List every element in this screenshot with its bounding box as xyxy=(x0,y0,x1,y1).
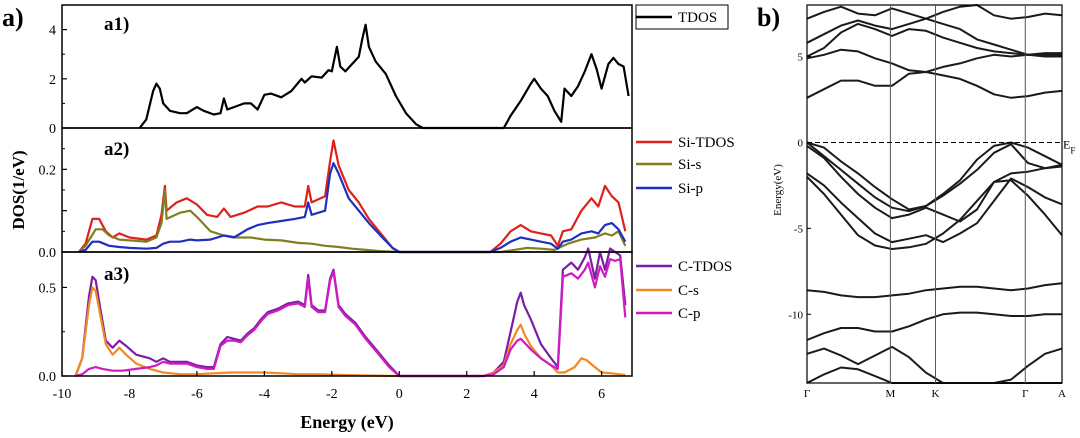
band-y-tick-label: -10 xyxy=(788,309,803,321)
x-tick-label: 4 xyxy=(531,387,538,402)
x-tick-label: -4 xyxy=(259,387,271,402)
figure-label-a: a) xyxy=(2,3,24,32)
band-y-tick-label: 5 xyxy=(798,52,804,64)
y-tick-label: 0.0 xyxy=(39,370,57,385)
panel-a2: 0.0 0.2 a2) Si-TDOS Si-s Si-p DOS(1/eV) xyxy=(9,127,735,261)
x-tick-label: 2 xyxy=(463,387,470,402)
kpoint-label: K xyxy=(932,388,940,400)
legend-label-si-s: Si-s xyxy=(678,157,702,173)
kpoint-label: Γ xyxy=(1022,388,1028,400)
legend-label-si-tdos: Si-TDOS xyxy=(678,135,735,151)
series-line-si-p xyxy=(78,162,627,254)
x-tick-label: -8 xyxy=(124,387,136,402)
x-tick-label: 0 xyxy=(396,387,403,402)
panel-title: a2) xyxy=(104,139,129,160)
band-y-axis-title: Energy(eV) xyxy=(772,164,784,216)
x-tick-label: 6 xyxy=(598,387,605,402)
panel-a3: 0.0 0.5 a3) C-TDOS C-s C-p -10 -8 -6 -4 -2 0 2 4 6 Ener… xyxy=(39,247,732,433)
legend-label-si-p: Si-p xyxy=(678,181,703,197)
series-line-c-p xyxy=(75,258,627,378)
x-tick-label: -10 xyxy=(53,387,72,402)
series-line-tdos xyxy=(138,23,630,130)
kpoint-label: A xyxy=(1058,388,1066,400)
fermi-label-subscript: F xyxy=(1070,145,1075,155)
band-line xyxy=(806,311,1062,341)
band-y-tick-label: -5 xyxy=(794,223,804,235)
band-line xyxy=(806,145,1063,223)
panel-b-band-structure: Γ M K Γ A EF 5 0 -5 -10 Energy(eV) xyxy=(772,4,1075,400)
legend-label-c-p: C-p xyxy=(678,306,701,322)
y-tick-label: 0 xyxy=(49,122,56,137)
band-line xyxy=(806,71,1063,99)
fermi-label: EF xyxy=(1063,137,1075,155)
band-line xyxy=(806,345,1063,384)
kpoint-label: M xyxy=(885,388,895,400)
plot-frame xyxy=(61,4,633,129)
y-tick-label: 4 xyxy=(49,24,56,39)
legend-label-tdos: TDOS xyxy=(678,10,717,26)
series-line-c-s xyxy=(74,286,626,378)
y-tick-label: 0.2 xyxy=(39,163,57,178)
plot-frame xyxy=(61,127,633,253)
series-line-c-tdos xyxy=(74,247,627,378)
band-line xyxy=(806,48,1062,73)
band-line xyxy=(806,172,1063,244)
x-tick-label: -2 xyxy=(326,387,338,402)
band-line xyxy=(806,4,1063,20)
band-frame xyxy=(806,4,1063,384)
x-tick-label: -6 xyxy=(191,387,203,402)
y-tick-label: 2 xyxy=(49,73,56,88)
series-line-si-tdos xyxy=(78,139,627,254)
plot-frame xyxy=(61,251,633,377)
panel-a1: 0 2 4 a1) TDOS xyxy=(49,4,729,137)
panel-title: a3) xyxy=(104,264,129,285)
panel-title: a1) xyxy=(104,14,129,35)
kpoint-label: Γ xyxy=(804,388,810,400)
y-tick-label: 0.5 xyxy=(39,281,57,296)
x-axis-title: Energy (eV) xyxy=(300,412,393,433)
figure-label-b: b) xyxy=(757,3,780,32)
y-axis-title: DOS(1/eV) xyxy=(9,150,28,229)
band-line xyxy=(806,22,1062,58)
band-line xyxy=(806,282,1063,299)
band-line xyxy=(806,176,1063,250)
band-line xyxy=(806,17,1062,58)
legend-label-c-tdos: C-TDOS xyxy=(678,259,732,275)
band-line xyxy=(806,141,1063,211)
y-tick-label: 0.0 xyxy=(39,246,57,261)
band-line xyxy=(806,141,1063,213)
legend-label-c-s: C-s xyxy=(678,283,699,299)
band-y-tick-label: 0 xyxy=(798,137,804,149)
